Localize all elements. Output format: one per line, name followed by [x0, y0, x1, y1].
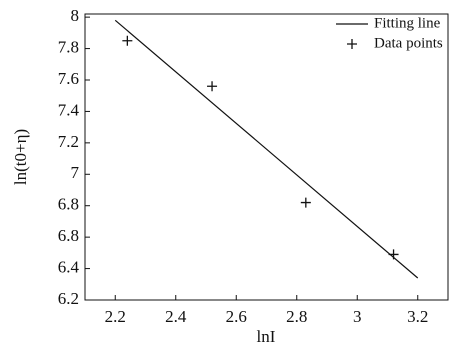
y-tick-label: 8 [71, 6, 80, 25]
y-tick-label: 6.4 [58, 257, 80, 276]
plus-marker [388, 249, 399, 260]
plus-marker [300, 197, 311, 208]
y-tick-label: 7.6 [58, 69, 79, 88]
legend-marker [347, 39, 357, 49]
legend: Fitting line Data points [336, 15, 443, 51]
y-tick-label: 6.8 [58, 226, 79, 245]
fitting-line [114, 19, 419, 279]
y-axis-label: ln(t0+η) [11, 129, 30, 185]
data-point [207, 81, 218, 92]
x-tick-label: 2.2 [105, 307, 126, 326]
plus-marker [122, 35, 133, 46]
plot-frame [84, 13, 449, 301]
y-tick-label: 7.2 [58, 132, 79, 151]
x-tick-label: 2.8 [286, 307, 307, 326]
legend-label: Fitting line [374, 15, 441, 31]
y-tick-label: 7.4 [58, 100, 80, 119]
y-tick-label: 7 [71, 163, 80, 182]
data-point [122, 35, 133, 46]
x-axis-label: lnI [257, 327, 276, 346]
x-tick-label: 2.6 [226, 307, 247, 326]
y-tick-label: 6.8 [58, 195, 79, 214]
legend-label: Data points [374, 35, 443, 51]
y-tick-label: 7.8 [58, 37, 79, 56]
data-point [388, 249, 399, 260]
x-tick-label: 2.4 [165, 307, 187, 326]
x-tick-label: 3 [353, 307, 362, 326]
x-tick-label: 3.2 [407, 307, 428, 326]
data-point [300, 197, 311, 208]
plus-marker [207, 81, 218, 92]
y-tick-label: 6.2 [58, 289, 79, 308]
